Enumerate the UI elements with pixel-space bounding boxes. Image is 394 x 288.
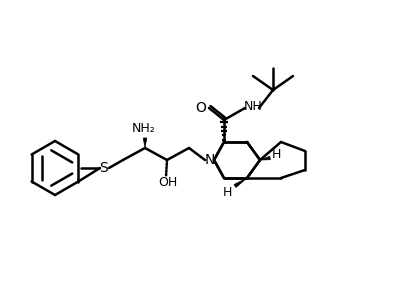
- Text: O: O: [195, 101, 206, 115]
- Text: H: H: [222, 185, 232, 198]
- Polygon shape: [260, 156, 270, 160]
- Polygon shape: [234, 178, 247, 187]
- Polygon shape: [143, 138, 147, 148]
- Text: NH₂: NH₂: [132, 122, 156, 134]
- Text: H: H: [271, 147, 281, 160]
- Text: N: N: [205, 153, 215, 167]
- Text: OH: OH: [158, 175, 178, 189]
- Text: NH: NH: [243, 101, 262, 113]
- Text: S: S: [100, 161, 108, 175]
